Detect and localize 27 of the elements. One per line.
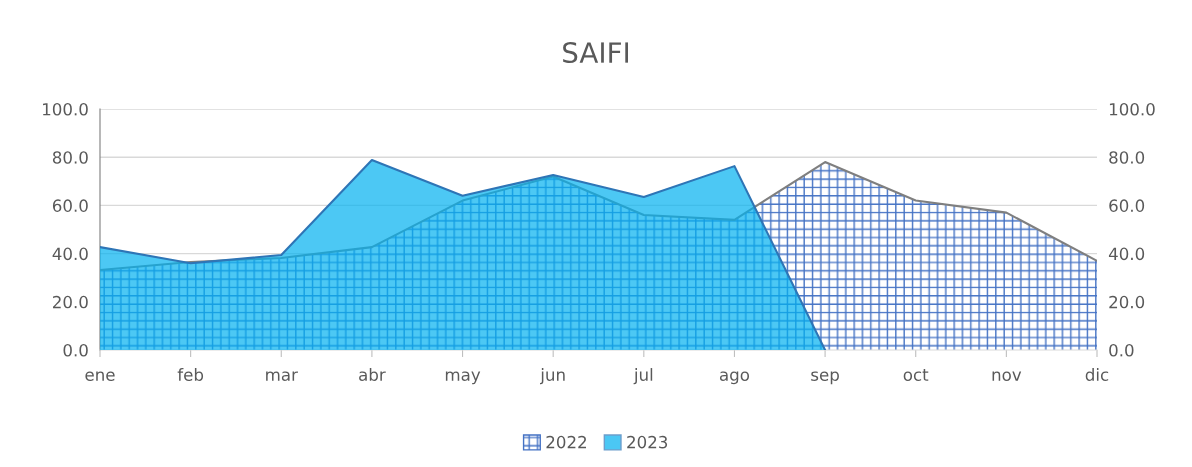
x-tick-label: ago	[719, 371, 750, 385]
x-tick-label: oct	[903, 369, 929, 381]
x-tick-label: jul	[633, 368, 653, 385]
y-tick-label: 100.0	[43, 102, 88, 116]
legend-label: 2022	[546, 435, 586, 449]
y2-tick-label: 80.0	[1109, 151, 1145, 164]
y-tick-label: 0.0	[63, 343, 88, 357]
legend-label: 2023	[627, 435, 668, 449]
x-tick-label: feb	[177, 368, 204, 381]
y-tick-label: 60.0	[52, 199, 88, 212]
y2-tick-label: 60.0	[1109, 199, 1145, 212]
y2-tick-label: 100.0	[1109, 102, 1155, 116]
x-tick-label: jun	[540, 368, 565, 385]
x-tick-label: nov	[992, 371, 1022, 381]
x-tick-label: ene	[85, 371, 115, 381]
x-tick-label: dic	[1085, 368, 1109, 381]
chart-title: SAIFI	[563, 42, 629, 64]
y-tick-label: 40.0	[52, 247, 88, 261]
x-tick-label: may	[445, 371, 481, 385]
x-tick-label: abr	[359, 368, 386, 381]
x-tick-label: sep	[811, 371, 839, 385]
y-tick-label: 80.0	[52, 151, 88, 164]
x-tick-label: mar	[266, 371, 298, 381]
y2-tick-label: 40.0	[1108, 247, 1145, 261]
y2-tick-label: 20.0	[1109, 295, 1145, 309]
y-tick-label: 20.0	[53, 295, 88, 309]
y2-tick-label: 0.0	[1109, 343, 1134, 357]
